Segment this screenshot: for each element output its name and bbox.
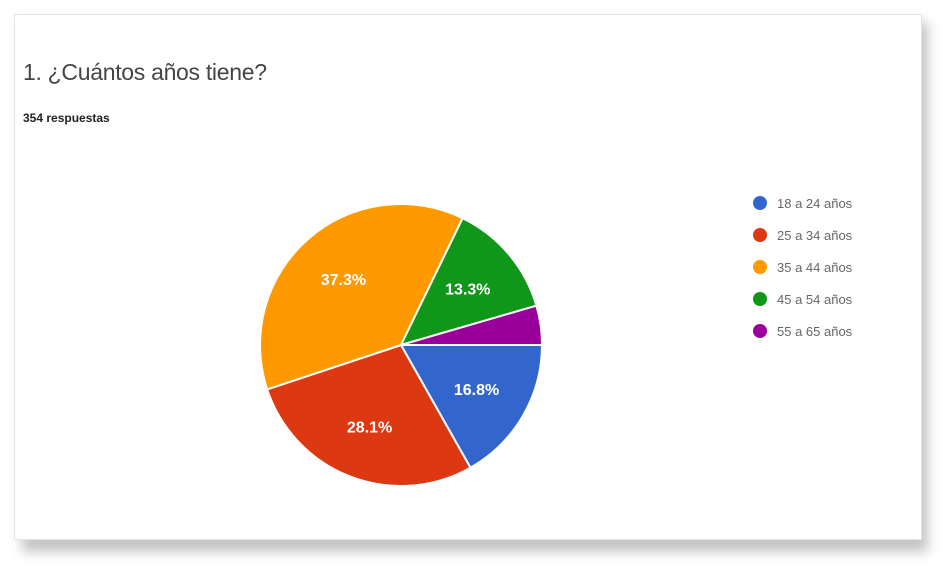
legend-swatch — [753, 324, 767, 338]
slice-data-label: 37.3% — [321, 272, 366, 289]
chart-legend: 18 a 24 años 25 a 34 años 35 a 44 años 45 a… — [753, 187, 852, 347]
legend-label: 35 a 44 años — [777, 259, 853, 275]
legend-label: 18 a 24 años — [777, 195, 853, 211]
slice-data-label: 16.8% — [454, 382, 499, 399]
legend-label: 45 a 54 años — [777, 291, 853, 307]
legend-swatch — [753, 196, 767, 210]
pie-slice — [399, 216, 538, 347]
chart-card: 1. ¿Cuántos años tiene? 354 respuestas 1… — [14, 14, 922, 540]
response-count: 354 respuestas — [23, 111, 110, 125]
legend-swatch — [753, 292, 767, 306]
question-title: 1. ¿Cuántos años tiene? — [23, 59, 267, 85]
slice-data-label: 13.3% — [445, 282, 490, 299]
slice-data-label: 28.1% — [347, 420, 392, 437]
legend-label: 55 a 65 años — [777, 323, 853, 339]
legend-item: 55 a 65 años — [753, 315, 852, 347]
pie-slice — [400, 304, 544, 346]
legend-item: 45 a 54 años — [753, 283, 852, 315]
pie-slice — [399, 344, 544, 470]
legend-item: 25 a 34 años — [753, 219, 852, 251]
pie-chart: 16.8% 28.1% 37.3% 13.3% — [259, 203, 544, 487]
pie-slice — [265, 343, 472, 487]
pie-slice — [259, 203, 464, 391]
legend-swatch — [753, 228, 767, 242]
legend-label: 25 a 34 años — [777, 227, 853, 243]
legend-item: 35 a 44 años — [753, 251, 852, 283]
legend-swatch — [753, 260, 767, 274]
legend-item: 18 a 24 años — [753, 187, 852, 219]
